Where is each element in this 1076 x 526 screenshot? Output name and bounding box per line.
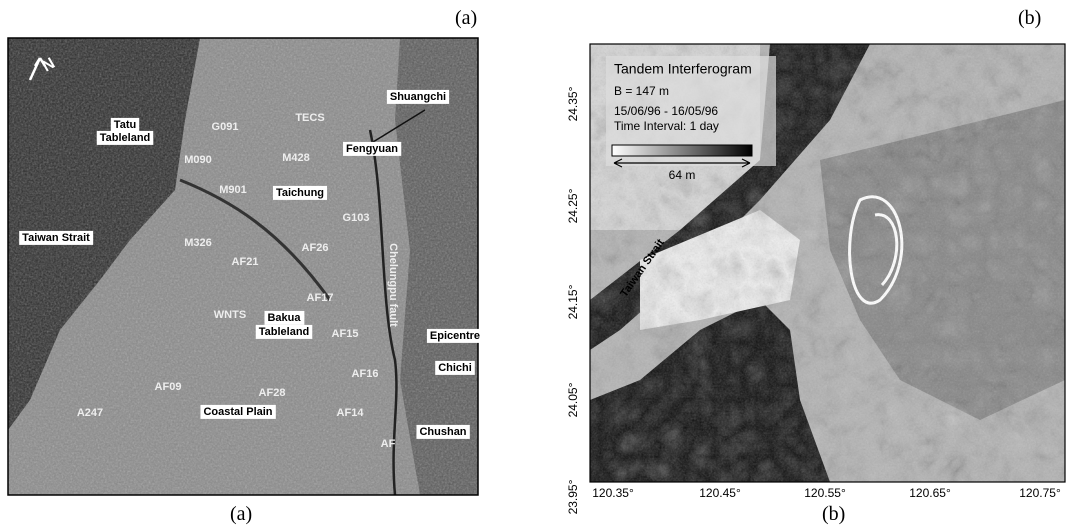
figure: (a)(a)(b)(b)NShuangchiTatuTablelandG091T… <box>0 0 1076 526</box>
longitude-tick-label: 120.55° <box>804 486 846 500</box>
panel-label: (a) <box>455 7 477 29</box>
map-label: Tableland <box>100 132 151 144</box>
map-label: Chushan <box>419 426 466 438</box>
map-label: Epicentre <box>430 330 480 342</box>
map-label: Taichung <box>276 187 324 199</box>
map-label: Tatu <box>114 119 136 131</box>
map-label: AF <box>381 438 396 450</box>
map-label: Taiwan Strait <box>22 232 90 244</box>
panel-caption: (a) <box>230 503 252 525</box>
map-label: Shuangchi <box>390 91 446 103</box>
map-label: AF28 <box>259 387 286 399</box>
map-label: AF21 <box>232 256 259 268</box>
map-label: AF15 <box>332 328 359 340</box>
latitude-tick-label: 24.35° <box>566 86 580 121</box>
map-label: Chichi <box>438 362 472 374</box>
map-label: AF14 <box>337 407 365 419</box>
map-label: TECS <box>295 112 324 124</box>
longitude-tick-label: 120.45° <box>699 486 741 500</box>
map-label: AF17 <box>307 292 334 304</box>
scale-label: 64 m <box>669 168 696 182</box>
map-label: M428 <box>282 152 310 164</box>
longitude-tick-label: 120.75° <box>1019 486 1061 500</box>
latitude-tick-label: 24.15° <box>566 284 580 319</box>
map-label: M326 <box>184 237 212 249</box>
map-label: AF09 <box>155 381 182 393</box>
time-interval: Time Interval: 1 day <box>614 119 719 133</box>
map-title: Tandem Interferogram <box>614 61 752 77</box>
panel-caption: (b) <box>822 503 845 525</box>
map-label: Tableland <box>259 326 310 338</box>
latitude-tick-label: 24.05° <box>566 382 580 417</box>
map-label: A247 <box>77 407 103 419</box>
map-label: M901 <box>219 184 247 196</box>
phase-scale-bar <box>612 145 752 156</box>
date-range: 15/06/96 - 16/05/96 <box>614 104 718 118</box>
map-label: Fengyuan <box>346 143 398 155</box>
map-label: Coastal Plain <box>203 406 272 418</box>
panel-label: (b) <box>1018 7 1041 29</box>
map-label: Bakua <box>267 312 301 324</box>
map-label: G103 <box>343 212 370 224</box>
map-label: AF16 <box>352 368 379 380</box>
longitude-tick-label: 120.35° <box>592 486 634 500</box>
baseline: B = 147 m <box>614 84 669 98</box>
map-label: M090 <box>184 154 212 166</box>
map-label: G091 <box>212 121 239 133</box>
latitude-tick-label: 23.95° <box>566 479 580 514</box>
latitude-tick-label: 24.25° <box>566 188 580 223</box>
map-label: WNTS <box>214 309 246 321</box>
map-label: AF26 <box>302 242 329 254</box>
map-label: Chelungpu fault <box>387 243 399 327</box>
longitude-tick-label: 120.65° <box>909 486 951 500</box>
